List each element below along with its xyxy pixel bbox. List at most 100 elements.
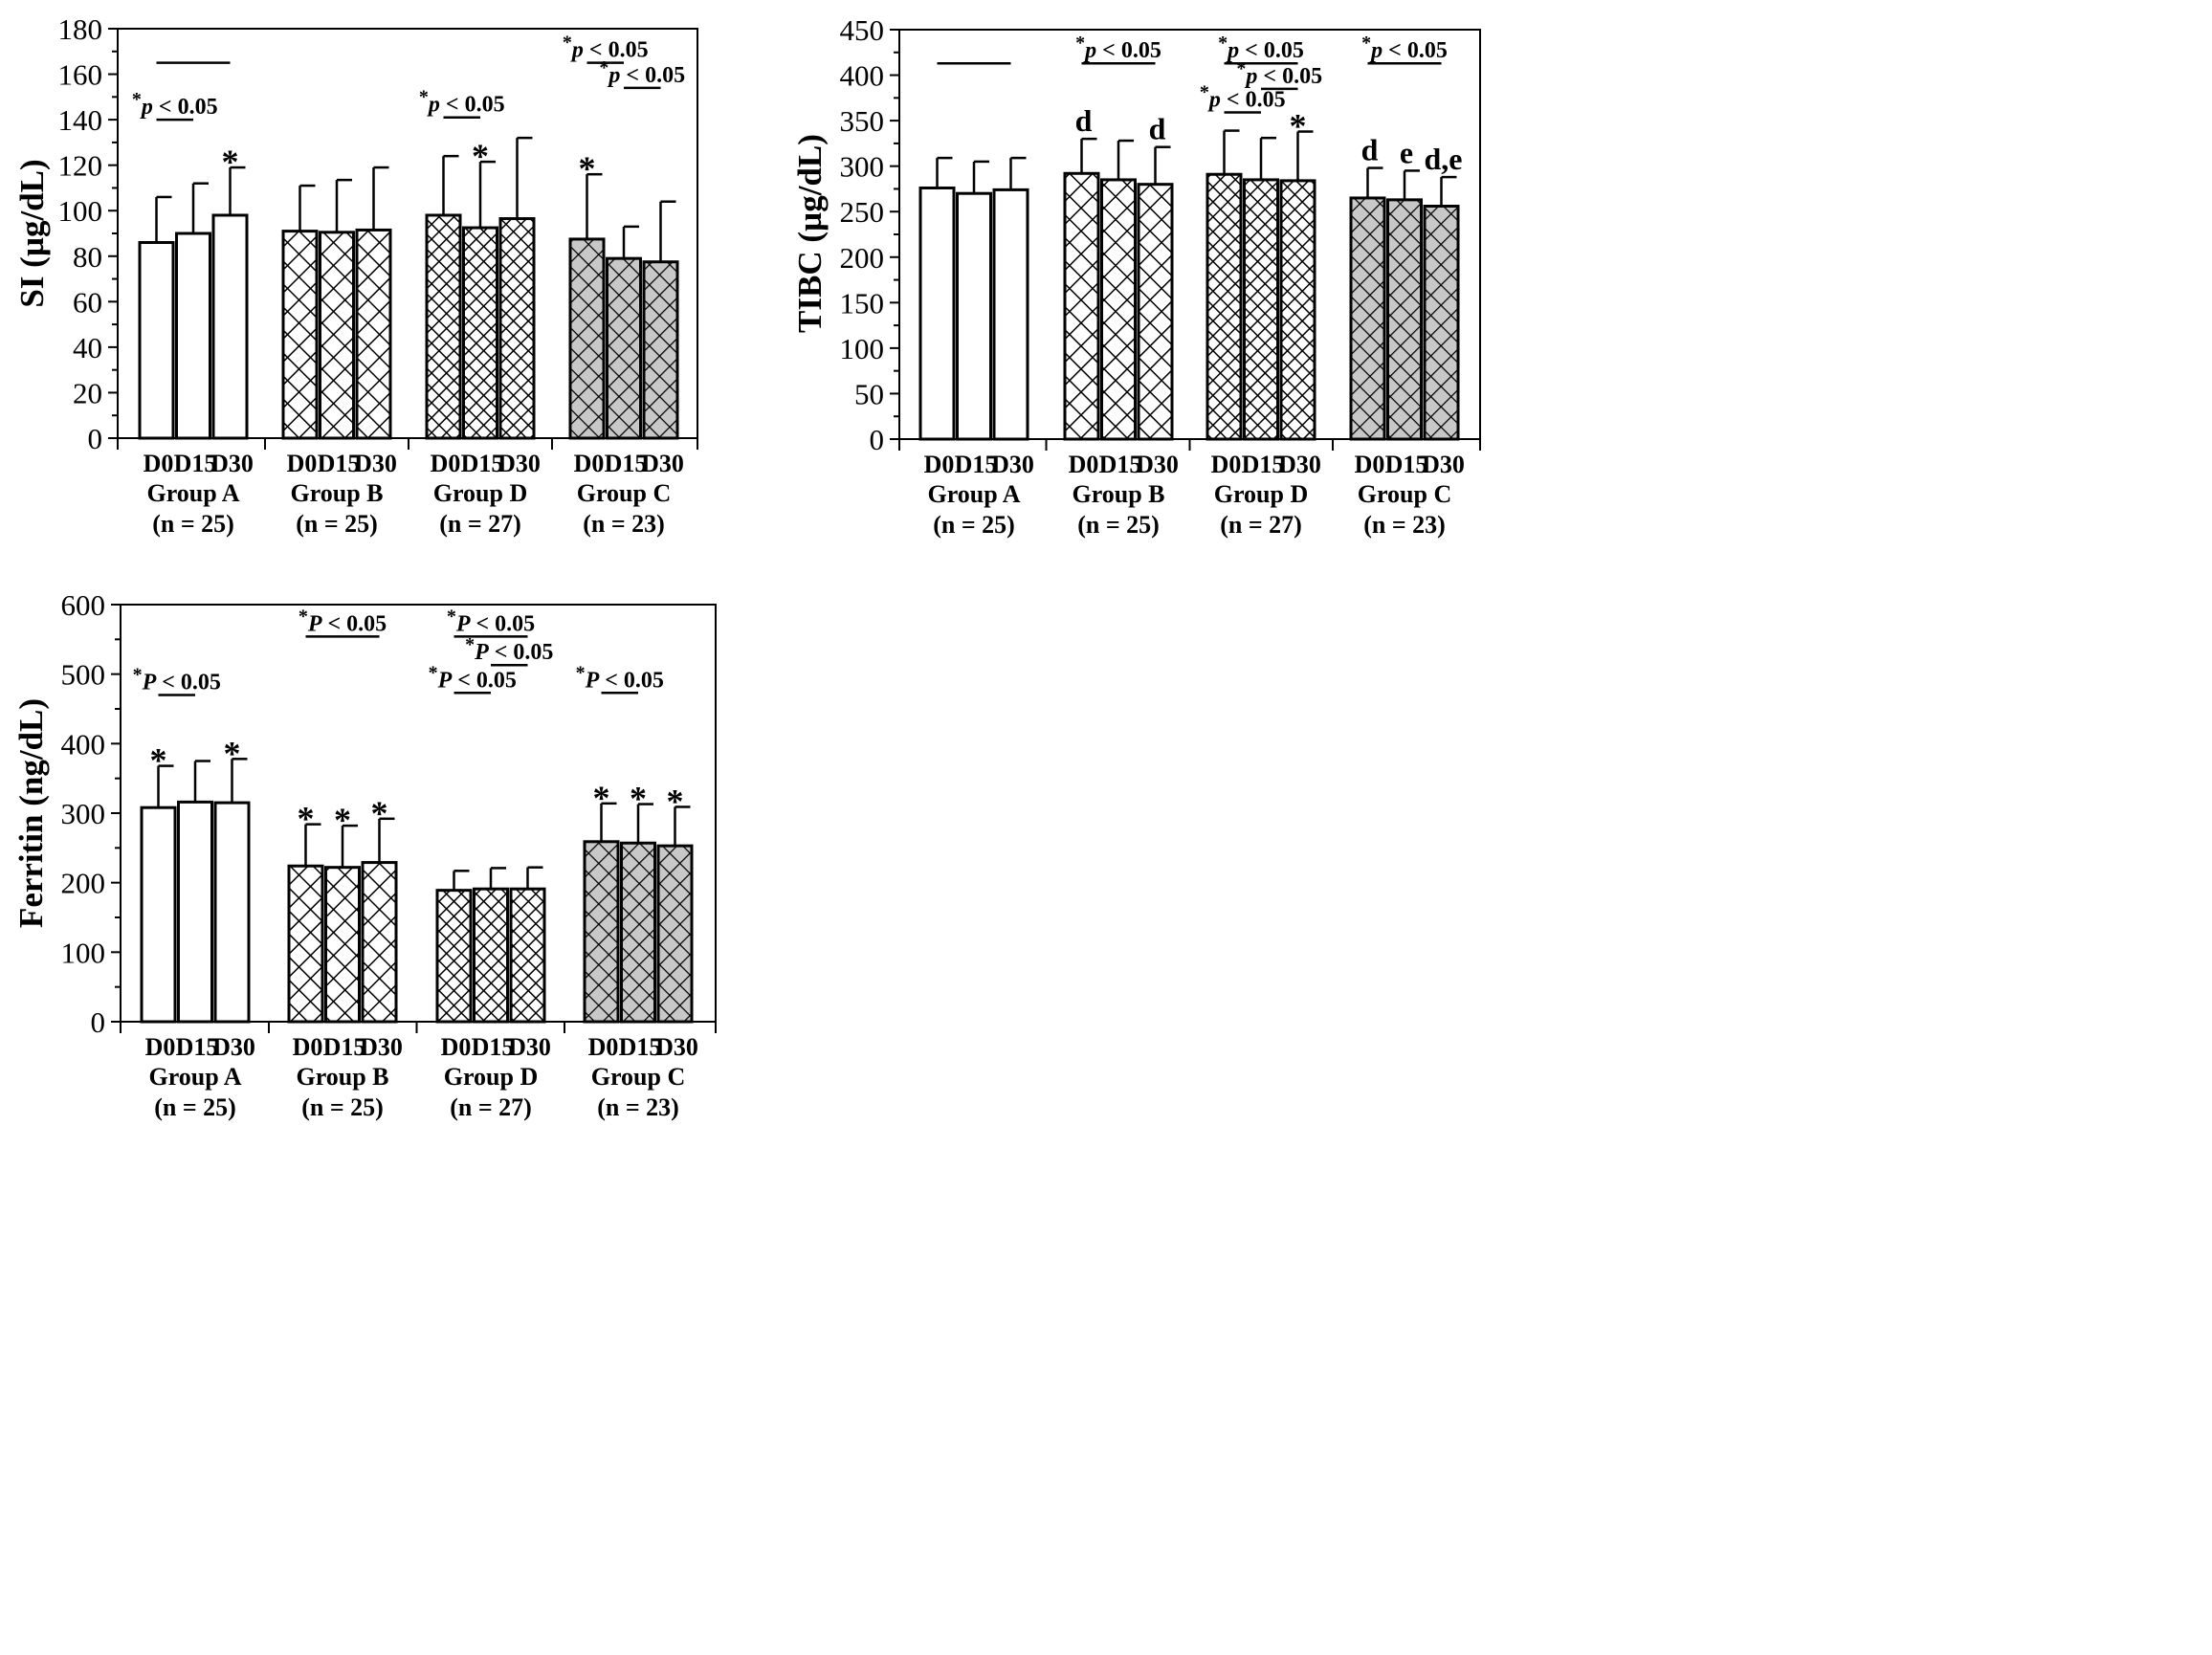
tibc-x-label: D0 [1211,451,1242,478]
si-ytick-label: 60 [73,285,102,319]
tibc-bar-group-b-d15 [1100,178,1137,441]
ferritin-significance-label: *P < 0.05 [429,662,517,693]
tibc-x-label: D15 [1242,451,1285,478]
si-bar-group-d-d15 [462,226,498,440]
tibc-x-label: D0 [1069,451,1099,478]
si-x-label: D0 [431,450,461,477]
ferritin-group-n: (n = 25) [154,1093,236,1121]
ferritin-bar-mark: * [334,801,351,839]
tibc-ytick-label: 100 [840,332,885,365]
tibc-bar-mark: d [1075,103,1093,138]
ferritin-significance-label: *P < 0.05 [465,634,553,665]
ferritin-bar-mark: * [667,782,684,820]
si-ytick-label: 120 [58,149,103,183]
ferritin-x-label: D30 [508,1033,551,1061]
tibc-bar-group-b-d30 [1137,183,1174,441]
si-ytick-label: 180 [58,12,103,46]
si-bar-mark: * [579,149,596,188]
tibc-group-name: Group D [1214,480,1309,508]
tibc-bar-mark: e [1400,135,1413,169]
tibc-ytick-label: 400 [840,59,885,93]
si-group-name: Group C [577,479,672,507]
si-ytick-label: 100 [58,194,103,228]
si-bar-group-a-d15 [175,232,211,440]
ferritin-significance-label: *P < 0.05 [576,662,664,693]
ferritin-x-label: D30 [212,1033,255,1061]
ferritin-ytick-label: 500 [61,658,106,692]
ferritin-bar-mark: * [150,741,167,780]
ferritin-group-name: Group D [444,1063,539,1091]
ferritin-ytick-label: 600 [61,588,106,622]
si-x-label: D15 [318,450,361,477]
tibc-significance-label: *p < 0.05 [1361,33,1448,63]
si-ytick-label: 0 [88,422,103,455]
ferritin-x-label: D30 [360,1033,403,1061]
si-significance-label: *p < 0.05 [419,87,505,118]
ferritin-significance-label: *P < 0.05 [133,664,221,695]
ferritin-ytick-label: 100 [61,936,106,969]
tibc-group-n: (n = 25) [933,511,1015,539]
tibc-bar-group-a-d0 [918,186,956,441]
tibc-bar-group-d-d0 [1206,172,1243,441]
ferritin-bar-group-d-d30 [509,887,546,1024]
ferritin-bar-group-d-d0 [435,889,473,1024]
si-bar-mark: * [472,137,489,175]
si-group-name: Group A [146,479,239,507]
ferritin-group-name: Group C [591,1063,686,1091]
tibc-x-label: D15 [1099,451,1142,478]
tibc-chart-panel: 0 50 100 150 200 250 300 350 400 450 TIBC (µg/dL) D… [791,13,1481,539]
si-bar-group-a-d30 [211,213,249,440]
si-x-label: D15 [461,450,504,477]
ferritin-group-n: (n = 25) [301,1093,384,1121]
tibc-significance-label: *p < 0.05 [1218,33,1304,63]
ferritin-group-name: Group A [148,1063,241,1091]
ferritin-bar-mark: * [298,800,315,838]
ferritin-x-label: D0 [145,1033,176,1061]
tibc-bar-group-a-d15 [956,191,992,441]
si-bar-group-b-d0 [281,230,319,440]
ferritin-bar-group-c-d15 [620,841,656,1024]
ferritin-bar-group-a-d30 [213,801,251,1024]
ferritin-ytick-label: 200 [61,867,106,900]
tibc-x-label: D30 [991,451,1034,478]
ferritin-bar-mark: * [224,734,241,772]
si-group-n: (n = 23) [583,510,665,538]
tibc-group-n: (n = 27) [1220,511,1302,539]
tibc-ytick-label: 350 [840,104,885,138]
ferritin-group-name: Group B [296,1063,388,1091]
si-bar-group-b-d30 [355,228,392,440]
si-bar-group-b-d15 [319,231,355,440]
tibc-bar-mark: d [1361,133,1379,167]
tibc-bar-mark: * [1290,107,1307,145]
tibc-bar-group-b-d0 [1063,171,1100,441]
ferritin-bar-group-c-d0 [583,840,620,1024]
tibc-x-label: D15 [955,451,998,478]
ferritin-significance-label: *P < 0.05 [447,606,535,636]
tibc-bar-group-d-d15 [1243,178,1279,441]
tibc-bar-mark: d [1149,112,1166,146]
ferritin-ytick-label: 400 [61,727,106,761]
tibc-bar-group-d-d30 [1279,179,1316,441]
ferritin-x-label: D0 [441,1033,472,1061]
ferritin-significance-label: *P < 0.05 [299,606,387,636]
si-significance-label: *p < 0.05 [563,33,649,63]
tibc-ytick-label: 250 [840,195,885,229]
tibc-group-name: Group A [927,480,1020,508]
tibc-x-label: D0 [1355,451,1385,478]
tibc-ytick-label: 450 [840,13,885,47]
tibc-bar-group-a-d30 [992,188,1029,441]
si-bar-group-a-d0 [138,241,175,440]
tibc-x-label: D0 [924,451,955,478]
si-group-n: (n = 27) [439,510,521,538]
tibc-bar-mark: d,e [1425,142,1463,176]
ferritin-x-label: D15 [323,1033,366,1061]
si-ytick-label: 20 [73,376,102,409]
ferritin-group-n: (n = 27) [450,1093,532,1121]
si-x-label: D15 [174,450,217,477]
si-ytick-label: 140 [58,103,103,137]
tibc-significance-label: *p < 0.05 [1200,82,1286,113]
si-x-label: D15 [605,450,648,477]
si-significance-label: *p < 0.05 [132,89,218,120]
si-group-name: Group D [433,479,528,507]
